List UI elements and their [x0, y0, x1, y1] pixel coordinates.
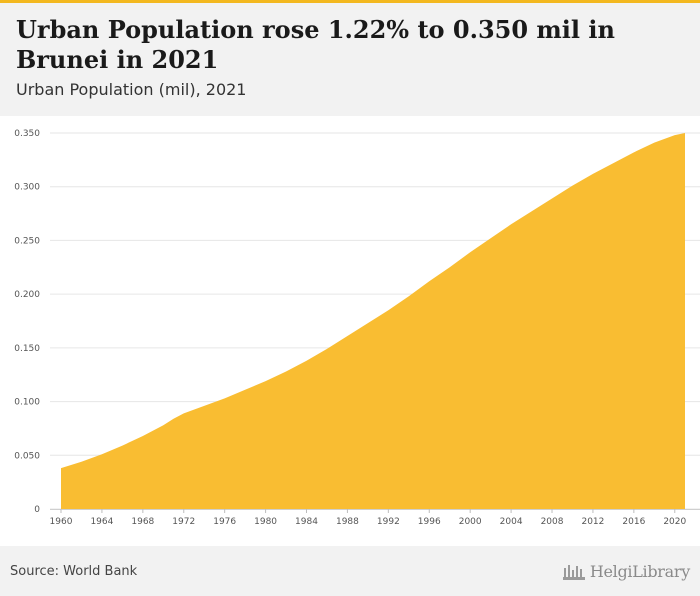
x-tick-label: 2000 — [459, 517, 482, 527]
x-tick-label: 2008 — [541, 517, 564, 527]
x-tick-label: 1964 — [90, 517, 113, 527]
chart-panel: 0 0.050 0.100 0.150 0.200 0.250 0.300 0.350 1960… — [0, 116, 700, 546]
y-tick-label: 0.300 — [14, 183, 40, 193]
y-tick-label: 0.350 — [14, 129, 40, 139]
x-tick-label: 2012 — [581, 517, 604, 527]
chart-header: Urban Population rose 1.22% to 0.350 mil… — [0, 3, 700, 113]
y-tick-label: 0 — [34, 505, 40, 515]
chart-subtitle: Urban Population (mil), 2021 — [16, 80, 247, 99]
y-tick-label: 0.050 — [14, 451, 40, 461]
x-tick-label: 1992 — [377, 517, 400, 527]
y-tick-label: 0.150 — [14, 344, 40, 354]
source-note: Source: World Bank — [10, 564, 138, 579]
x-tick-label: 1968 — [131, 517, 154, 527]
accent-bar — [0, 0, 700, 3]
logo-text: HelgiLibrary — [589, 561, 690, 581]
y-tick-label: 0.200 — [14, 290, 40, 300]
helgi-library-logo[interactable]: HelgiLibrary — [562, 560, 690, 582]
chart-title: Urban Population rose 1.22% to 0.350 mil… — [16, 15, 615, 74]
area-chart: 0 0.050 0.100 0.150 0.200 0.250 0.300 0.350 1960… — [14, 129, 700, 527]
x-tick-label: 1972 — [172, 517, 195, 527]
x-tick-label: 1960 — [50, 517, 73, 527]
y-tick-label: 0.100 — [14, 398, 40, 408]
x-tick-label: 1996 — [418, 517, 441, 527]
x-tick-label: 2004 — [500, 517, 523, 527]
y-tick-label: 0.250 — [14, 236, 40, 246]
x-tick-label: 2020 — [663, 517, 686, 527]
x-tick-label: 1980 — [254, 517, 277, 527]
library-icon — [562, 565, 585, 580]
x-tick-label: 1984 — [295, 517, 318, 527]
chart-footer: Source: World Bank HelgiLibrary — [0, 546, 700, 596]
x-tick-label: 1988 — [336, 517, 359, 527]
x-tick-label: 1976 — [213, 517, 236, 527]
urban-population-area — [61, 133, 685, 509]
x-tick-label: 2016 — [622, 517, 645, 527]
